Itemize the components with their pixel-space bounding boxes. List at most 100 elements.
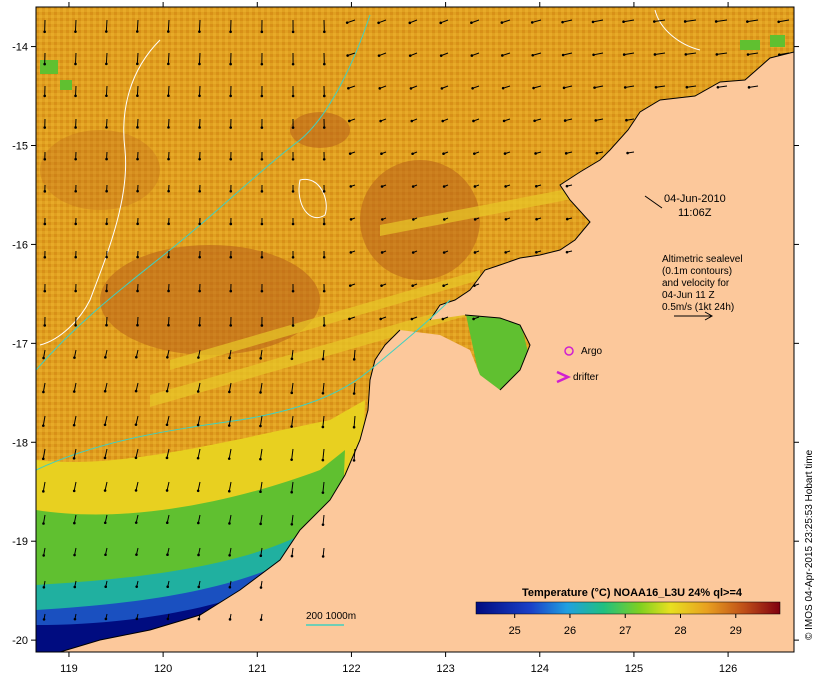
velocity-arrow-head (43, 126, 47, 129)
velocity-arrow (322, 448, 325, 461)
sealevel-contour-loop (298, 178, 327, 218)
velocity-arrow (166, 382, 170, 392)
velocity-arrow-head (473, 185, 477, 188)
velocity-arrow-head (565, 217, 569, 221)
velocity-arrow-head (290, 425, 293, 428)
velocity-arrow-head (290, 357, 294, 361)
velocity-arrow-head (352, 459, 356, 462)
velocity-arrow-head (198, 62, 201, 66)
velocity-arrow (166, 481, 170, 491)
colorbar-title: Temperature (°C) NOAA16_L3U 24% ql>=4 (522, 587, 743, 599)
velocity-arrow-head (259, 424, 262, 428)
velocity-arrow-head (345, 21, 349, 24)
velocity-arrow-head (380, 251, 384, 254)
velocity-arrow (322, 382, 325, 394)
x-tick-label: 122 (342, 663, 360, 675)
velocity-arrow-head (441, 119, 445, 123)
velocity-arrow-head (562, 86, 566, 90)
velocity-arrow-head (104, 585, 108, 589)
velocity-arrow (135, 415, 139, 425)
velocity-arrow-head (196, 423, 200, 427)
velocity-arrow-head (74, 222, 78, 226)
velocity-arrow-head (229, 324, 233, 327)
velocity-arrow-head (323, 62, 326, 66)
velocity-arrow-head (349, 218, 353, 221)
velocity-arrow-head (592, 53, 595, 57)
velocity-arrow-head (348, 317, 351, 321)
velocity-arrow (73, 514, 77, 524)
velocity-arrow (73, 448, 77, 459)
velocity-arrow (562, 19, 573, 23)
velocity-arrow-head (352, 425, 356, 429)
velocity-arrow-head (229, 126, 233, 129)
svg-text:200 1000m: 200 1000m (306, 611, 356, 622)
velocity-arrow-head (43, 324, 47, 327)
velocity-arrow (43, 349, 46, 359)
velocity-arrow (105, 19, 108, 32)
velocity-arrow-head (348, 119, 351, 123)
velocity-arrow-head (530, 21, 534, 24)
velocity-arrow-head (471, 87, 474, 90)
velocity-arrow-head (654, 85, 658, 89)
velocity-arrow-head (746, 20, 749, 23)
velocity-arrow (353, 349, 356, 360)
velocity-arrow (167, 118, 170, 128)
velocity-arrow-head (714, 20, 718, 23)
svg-text:drifter: drifter (573, 372, 599, 383)
velocity-arrow-head (228, 554, 231, 557)
velocity-arrow-head (136, 255, 139, 259)
velocity-arrow-head (440, 87, 444, 90)
velocity-arrow-head (135, 585, 138, 588)
velocity-arrow (42, 448, 46, 459)
colorbar-tick-label: 28 (674, 625, 686, 637)
velocity-arrow (291, 547, 294, 557)
colorbar-tick-label: 27 (619, 625, 631, 637)
velocity-arrow-head (533, 119, 536, 123)
velocity-arrows (41, 19, 790, 621)
velocity-arrow (167, 19, 170, 32)
velocity-arrow-head (623, 86, 627, 89)
velocity-arrow-head (198, 255, 201, 259)
coastline (429, 51, 794, 321)
velocity-arrow (685, 52, 697, 55)
velocity-arrow-head (504, 251, 507, 254)
velocity-arrow-head (229, 62, 232, 66)
velocity-arrow (166, 514, 170, 523)
velocity-arrow-head (74, 30, 77, 33)
velocity-arrow (291, 448, 294, 460)
velocity-arrow (74, 19, 77, 32)
velocity-arrow-head (439, 21, 443, 25)
velocity-arrow (778, 19, 790, 23)
velocity-arrow-head (197, 585, 201, 589)
velocity-arrow-head (260, 255, 264, 259)
velocity-arrow-head (322, 157, 326, 161)
velocity-arrow (136, 19, 139, 32)
velocity-arrow-head (227, 424, 231, 427)
velocity-arrow-head (198, 323, 201, 327)
velocity-arrow (594, 85, 604, 89)
velocity-arrow-head (229, 289, 233, 293)
velocity-arrow (654, 19, 666, 23)
velocity-arrow-head (378, 87, 382, 90)
velocity-arrow (716, 19, 728, 22)
velocity-arrow (198, 19, 201, 32)
velocity-arrow-head (198, 157, 201, 161)
velocity-arrow-head (408, 54, 412, 57)
velocity-arrow-head (564, 152, 568, 155)
velocity-arrow-head (260, 62, 264, 66)
velocity-arrow-head (229, 30, 232, 34)
velocity-arrow-head (352, 358, 356, 361)
velocity-arrow-head (322, 324, 326, 327)
velocity-arrow-head (472, 317, 475, 321)
velocity-arrow-head (136, 126, 139, 129)
velocity-arrow-head (746, 53, 750, 56)
velocity-arrow (228, 448, 232, 459)
velocity-arrow-head (626, 151, 629, 155)
velocity-arrow-head (503, 152, 507, 155)
velocity-arrow-head (534, 184, 538, 188)
velocity-arrow-head (442, 251, 446, 254)
velocity-arrow-head (103, 423, 107, 427)
velocity-arrow-head (228, 356, 231, 360)
depth-contour-200m (36, 14, 371, 371)
velocity-arrow-head (105, 157, 108, 161)
